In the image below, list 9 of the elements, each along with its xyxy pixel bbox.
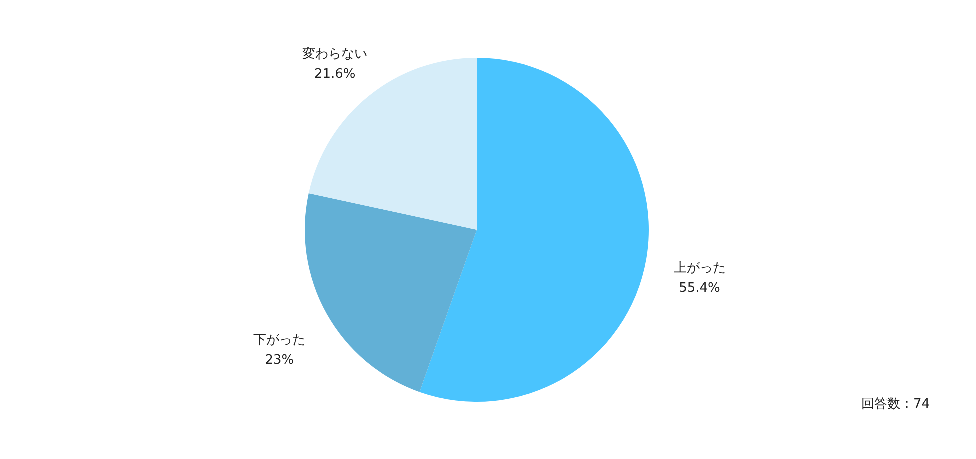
pie-slice	[305, 194, 477, 392]
slice-label: 変わらない	[302, 46, 368, 62]
pie-slice	[420, 58, 649, 402]
data-label: 21.6%	[314, 67, 356, 82]
slice-label: 下がった	[254, 333, 306, 348]
data-label: 23%	[265, 353, 294, 368]
data-label: 55.4%	[679, 281, 720, 296]
slice-label: 上がった	[674, 261, 726, 276]
text: 回答数：74	[861, 397, 930, 412]
